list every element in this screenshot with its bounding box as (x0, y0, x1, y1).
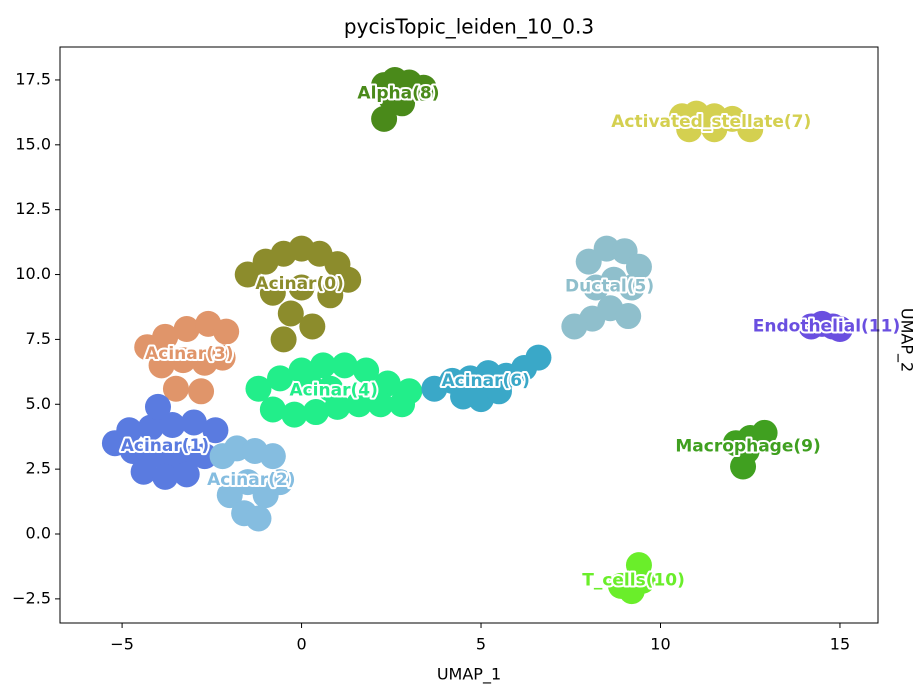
cluster-label: Endothelial(11) (753, 316, 900, 336)
x-tick-label: 5 (476, 635, 486, 654)
point (374, 370, 401, 397)
point (288, 274, 315, 301)
point (826, 316, 853, 343)
point (525, 344, 552, 371)
point (676, 116, 703, 143)
point (180, 409, 207, 436)
y-tick-label: 15.0 (15, 134, 51, 153)
point (575, 248, 602, 275)
point (367, 391, 394, 418)
cluster-label: Alpha(8) (357, 84, 439, 104)
point (281, 401, 308, 428)
plot-frame (59, 46, 879, 624)
point (152, 323, 179, 350)
x-tick-label: −5 (110, 635, 134, 654)
point (737, 116, 764, 143)
point (701, 116, 728, 143)
point (148, 352, 175, 379)
point (317, 282, 344, 309)
point (310, 352, 337, 379)
chart-title: pycisTopic_leiden_10_0.3 (344, 15, 594, 39)
y-tick-label: 5.0 (26, 394, 51, 413)
y-tick-label: 2.5 (26, 459, 51, 478)
point (389, 90, 416, 117)
point (625, 552, 652, 579)
point (730, 453, 757, 480)
cluster-label: Acinar(1) (121, 436, 209, 456)
point (152, 463, 179, 490)
point (213, 318, 240, 345)
y-tick-label: 17.5 (15, 69, 51, 88)
cluster-label: Activated_stellate(7) (611, 112, 811, 132)
y-tick-label: 0.0 (26, 524, 51, 543)
point (162, 375, 189, 402)
point (130, 458, 157, 485)
point (170, 347, 197, 374)
cluster-label: Macrophage(9) (675, 436, 820, 456)
point (317, 375, 344, 402)
x-tick-label: 0 (296, 635, 306, 654)
point (302, 399, 329, 426)
point (410, 74, 437, 101)
x-tick-label: 15 (830, 635, 850, 654)
x-axis-label: UMAP_1 (437, 665, 501, 685)
point (277, 300, 304, 327)
point (116, 417, 143, 444)
point (615, 303, 642, 330)
cluster-label: Ductal(5) (565, 277, 654, 297)
cluster-label: Acinar(3) (145, 344, 233, 364)
x-tick-label: 10 (650, 635, 670, 654)
point (173, 461, 200, 488)
y-tick-label: 10.0 (15, 264, 51, 283)
point (234, 261, 261, 288)
y-tick-label: −2.5 (12, 588, 51, 607)
point (234, 469, 261, 496)
cluster-label: Acinar(6) (441, 371, 529, 391)
cluster-label: T_cells(10) (582, 571, 685, 591)
point (191, 443, 218, 470)
point (259, 279, 286, 306)
point (561, 313, 588, 340)
point (245, 505, 272, 532)
point (371, 105, 398, 132)
cluster-label: Acinar(2) (207, 470, 295, 490)
point (159, 412, 186, 439)
point (173, 316, 200, 343)
point (188, 378, 215, 405)
point (137, 414, 164, 441)
point (267, 365, 294, 392)
point (751, 419, 778, 446)
point (270, 326, 297, 353)
point (202, 417, 229, 444)
point (331, 352, 358, 379)
y-tick-label: 12.5 (15, 199, 51, 218)
point (625, 253, 652, 280)
point (353, 357, 380, 384)
point (485, 378, 512, 405)
point (144, 393, 171, 420)
point (209, 344, 236, 371)
point (252, 482, 279, 509)
cluster-label: Acinar(4) (289, 381, 377, 401)
point (259, 396, 286, 423)
point (345, 391, 372, 418)
point (618, 274, 645, 301)
point (299, 313, 326, 340)
y-tick-label: 7.5 (26, 329, 51, 348)
point (259, 443, 286, 470)
point (389, 391, 416, 418)
point (216, 482, 243, 509)
point (335, 266, 362, 293)
point (245, 375, 272, 402)
point (295, 370, 322, 397)
cluster-label: Acinar(0) (255, 274, 343, 294)
y-axis-label: UMAP_2 (897, 308, 914, 372)
